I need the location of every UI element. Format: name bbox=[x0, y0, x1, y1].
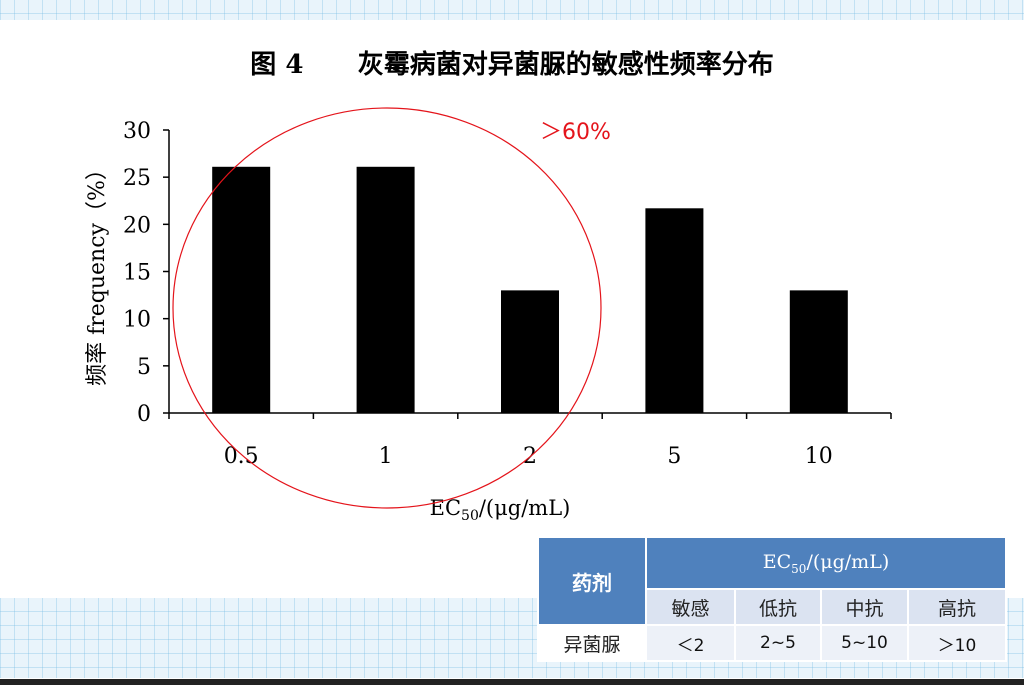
row-drug-name: 异菌脲 bbox=[537, 624, 647, 662]
bar-2 bbox=[501, 290, 559, 413]
chart-title: 图 4 灰霉病菌对异菌脲的敏感性频率分布 bbox=[250, 50, 774, 80]
ec50-header-suffix: /(μg/mL) bbox=[806, 550, 890, 573]
level-low-resistance: 低抗 bbox=[734, 588, 822, 626]
x-axis-label: EC50/(μg/mL) bbox=[430, 496, 571, 524]
annotation-circle bbox=[172, 107, 602, 509]
y-tick-label-30: 30 bbox=[123, 119, 151, 144]
bar-1 bbox=[356, 166, 415, 413]
x-tick-label-0.5: 0.5 bbox=[224, 444, 259, 469]
y-tick-label-25: 25 bbox=[123, 166, 151, 191]
ec50-header: EC50/(μg/mL) bbox=[645, 536, 1007, 590]
x-tick-label-10: 10 bbox=[805, 444, 833, 469]
row-value-medium: 5~10 bbox=[820, 624, 909, 662]
row-value-low: 2~5 bbox=[734, 624, 822, 662]
row-value-high: ＞10 bbox=[907, 624, 1007, 662]
row-value-sensitive: ＜2 bbox=[645, 624, 736, 662]
annotation-label: ＞60% bbox=[540, 120, 611, 145]
x-tick-label-5: 5 bbox=[667, 444, 681, 469]
bar-5 bbox=[645, 208, 704, 413]
decorative-grid-band-top bbox=[0, 0, 1024, 20]
y-tick-label-0: 0 bbox=[137, 402, 151, 427]
x-tick-label-1: 1 bbox=[379, 444, 393, 469]
level-high-resistance: 高抗 bbox=[907, 588, 1007, 626]
ec50-header-subscript: 50 bbox=[791, 561, 807, 576]
y-tick-label-20: 20 bbox=[123, 213, 151, 238]
slide-bottom-rule bbox=[0, 679, 1024, 685]
bar-0.5 bbox=[212, 166, 271, 413]
bar-10 bbox=[789, 290, 848, 413]
y-tick-label-5: 5 bbox=[137, 355, 151, 380]
level-sensitive: 敏感 bbox=[645, 588, 736, 626]
y-tick-label-10: 10 bbox=[123, 308, 151, 333]
drug-header: 药剂 bbox=[537, 536, 647, 626]
ec50-header-prefix: EC bbox=[762, 550, 792, 573]
y-axis-label: 频率 frequency（%） bbox=[85, 158, 110, 386]
resistance-legend-table: 药剂 EC50/(μg/mL) 敏感 低抗 中抗 高抗 异菌脲 ＜2 2~5 5… bbox=[537, 536, 1007, 662]
y-tick-label-15: 15 bbox=[123, 261, 151, 286]
level-medium-resistance: 中抗 bbox=[820, 588, 909, 626]
